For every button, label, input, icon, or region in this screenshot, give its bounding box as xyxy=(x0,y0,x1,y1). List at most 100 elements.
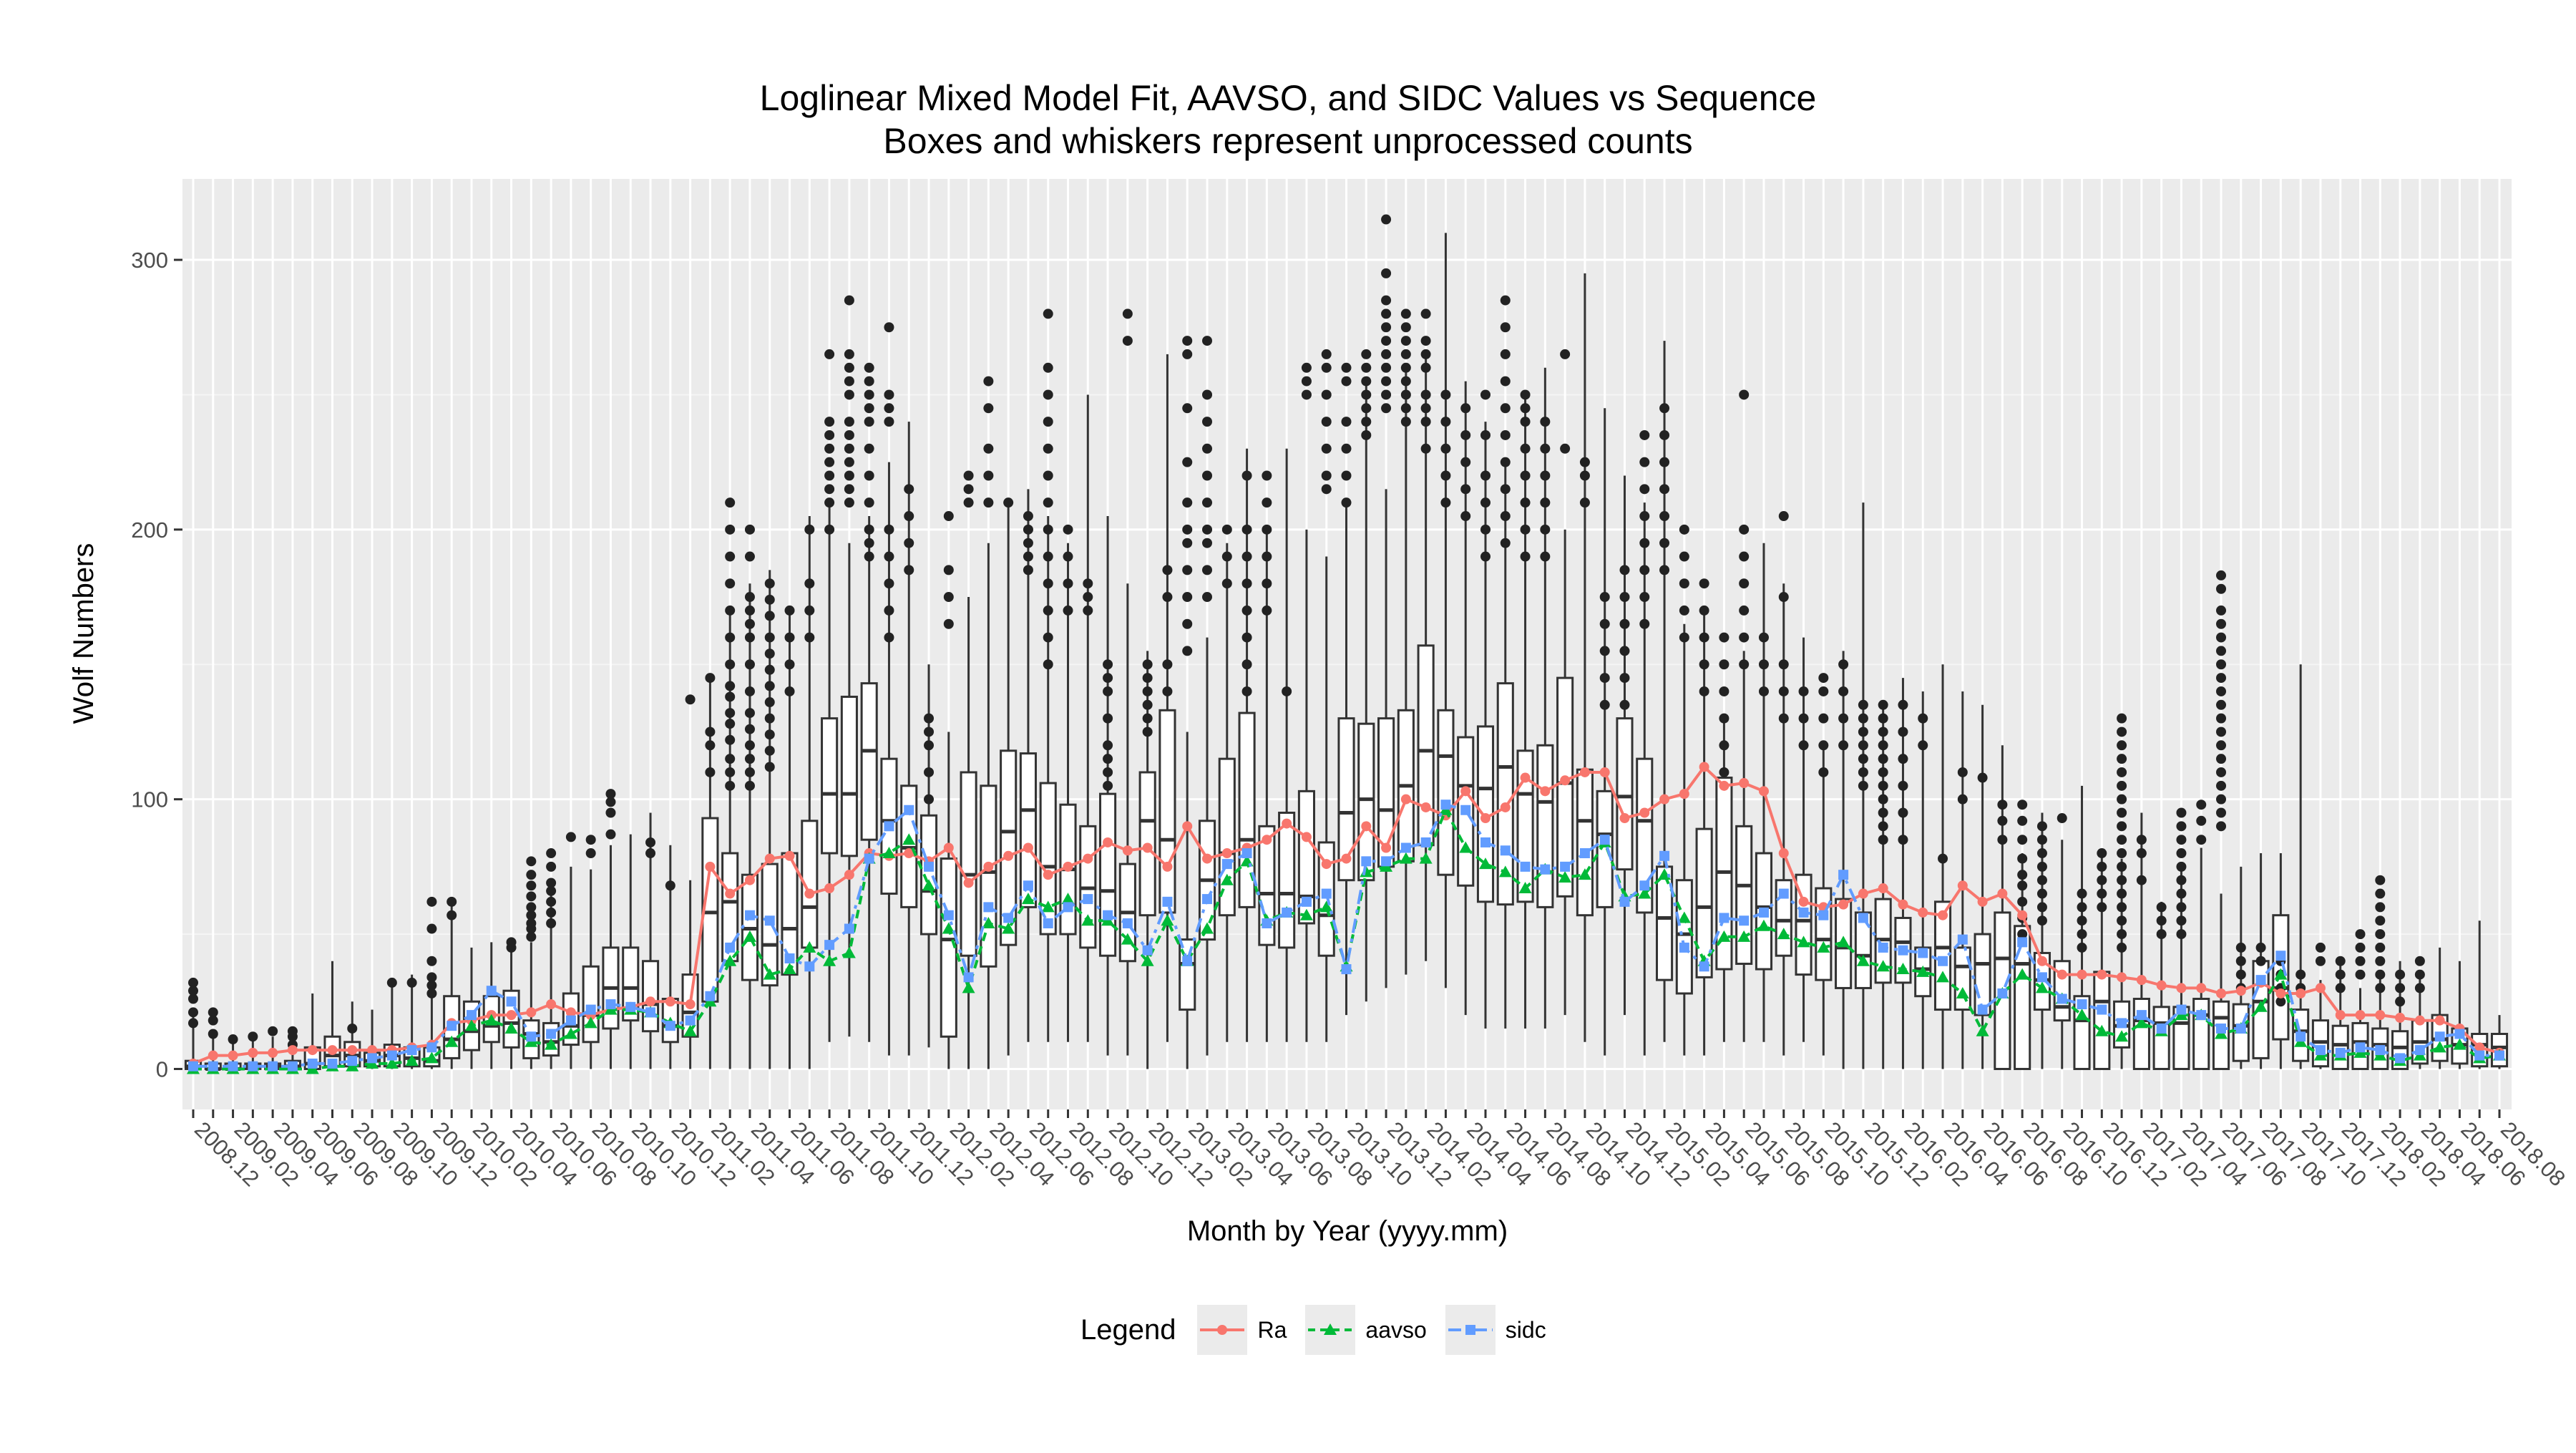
outlier-point xyxy=(2117,915,2127,926)
outlier-point xyxy=(804,605,815,616)
outlier-point xyxy=(2117,767,2127,777)
outlier-point xyxy=(1639,457,1650,467)
outlier-point xyxy=(1043,578,1053,589)
outlier-point xyxy=(844,443,854,454)
outlier-point xyxy=(943,618,954,629)
outlier-point xyxy=(1858,699,1868,710)
point-sidc xyxy=(2434,1031,2445,1042)
outlier-point xyxy=(1341,417,1352,427)
point-ra xyxy=(1778,848,1789,859)
point-sidc xyxy=(327,1058,338,1069)
outlier-point xyxy=(1579,497,1590,508)
point-ra xyxy=(764,853,775,864)
boxplot-2016.11 xyxy=(2073,785,2091,1070)
point-ra xyxy=(1400,794,1411,805)
outlier-point xyxy=(2097,902,2107,913)
point-sidc xyxy=(1241,848,1252,859)
outlier-point xyxy=(1202,538,1213,548)
point-sidc xyxy=(1262,918,1272,928)
outlier-point xyxy=(1540,443,1551,454)
point-sidc xyxy=(2097,1004,2107,1015)
point-sidc xyxy=(1579,848,1590,859)
point-sidc xyxy=(347,1056,358,1066)
point-sidc xyxy=(1639,880,1650,891)
outlier-point xyxy=(1400,362,1411,373)
outlier-point xyxy=(1400,389,1411,400)
outlier-point xyxy=(1500,538,1511,548)
point-sidc xyxy=(605,999,616,1010)
point-aavso xyxy=(1220,873,1234,885)
point-ra xyxy=(645,996,656,1007)
point-sidc xyxy=(2176,1004,2187,1015)
outlier-point xyxy=(2216,794,2227,805)
point-sidc xyxy=(1758,907,1769,918)
outlier-point xyxy=(1560,349,1571,359)
outlier-point xyxy=(764,632,775,643)
boxplot-2013.08 xyxy=(1297,362,1315,1042)
outlier-point xyxy=(1679,524,1689,535)
point-aavso xyxy=(1856,954,1870,966)
point-ra xyxy=(2395,1012,2406,1023)
outlier-point xyxy=(1142,673,1153,684)
point-sidc xyxy=(1182,956,1193,966)
outlier-point xyxy=(1619,673,1630,684)
outlier-point xyxy=(1699,632,1709,643)
y-tick-label: 0 xyxy=(156,1056,168,1082)
box xyxy=(1337,717,1355,882)
outlier-point xyxy=(2216,767,2227,777)
outlier-point xyxy=(1400,336,1411,346)
point-sidc xyxy=(386,1050,397,1061)
point-sidc xyxy=(1997,988,2008,998)
point-ra xyxy=(2017,910,2028,920)
point-ra xyxy=(2335,1010,2346,1021)
outlier-point xyxy=(1440,443,1451,454)
outlier-point xyxy=(1023,538,1033,548)
point-ra xyxy=(2117,972,2127,983)
outlier-point xyxy=(1500,457,1511,467)
point-ra xyxy=(943,842,954,853)
box xyxy=(860,682,878,841)
point-sidc xyxy=(208,1061,218,1071)
outlier-point xyxy=(2036,902,2047,913)
outlier-point xyxy=(1043,605,1053,616)
outlier-point xyxy=(1719,740,1729,751)
outlier-point xyxy=(1182,565,1193,575)
point-aavso xyxy=(1936,971,1950,983)
point-sidc xyxy=(2216,1023,2227,1034)
outlier-point xyxy=(1639,618,1650,629)
outlier-point xyxy=(884,578,894,589)
outlier-point xyxy=(546,896,557,907)
outlier-point xyxy=(1182,592,1193,603)
outlier-point xyxy=(1361,389,1372,400)
point-ra xyxy=(208,1050,218,1061)
outlier-point xyxy=(1142,726,1153,737)
outlier-point xyxy=(1241,524,1252,535)
box xyxy=(1278,812,1296,949)
point-sidc xyxy=(744,910,755,920)
outlier-point xyxy=(1381,322,1392,333)
outlier-point xyxy=(2057,813,2067,824)
outlier-point xyxy=(1361,376,1372,387)
point-aavso xyxy=(982,917,995,928)
point-aavso xyxy=(803,941,816,953)
outlier-point xyxy=(585,835,596,845)
outlier-point xyxy=(2176,915,2187,926)
outlier-point xyxy=(725,497,736,508)
box xyxy=(960,771,977,957)
outlier-point xyxy=(2216,807,2227,818)
outlier-point xyxy=(2077,888,2087,899)
outlier-point xyxy=(1778,659,1789,670)
outlier-point xyxy=(1977,772,1988,783)
point-sidc xyxy=(963,972,974,983)
outlier-point xyxy=(1599,592,1610,603)
point-ra xyxy=(1520,772,1531,783)
point-sidc xyxy=(2395,1053,2406,1064)
outlier-point xyxy=(744,632,755,643)
box xyxy=(1357,722,1375,882)
outlier-point xyxy=(1361,362,1372,373)
outlier-point xyxy=(764,697,775,708)
boxplot-2011.10 xyxy=(860,362,878,1042)
point-ra xyxy=(2196,983,2207,993)
outlier-point xyxy=(1202,470,1213,481)
outlier-point xyxy=(1162,592,1173,603)
